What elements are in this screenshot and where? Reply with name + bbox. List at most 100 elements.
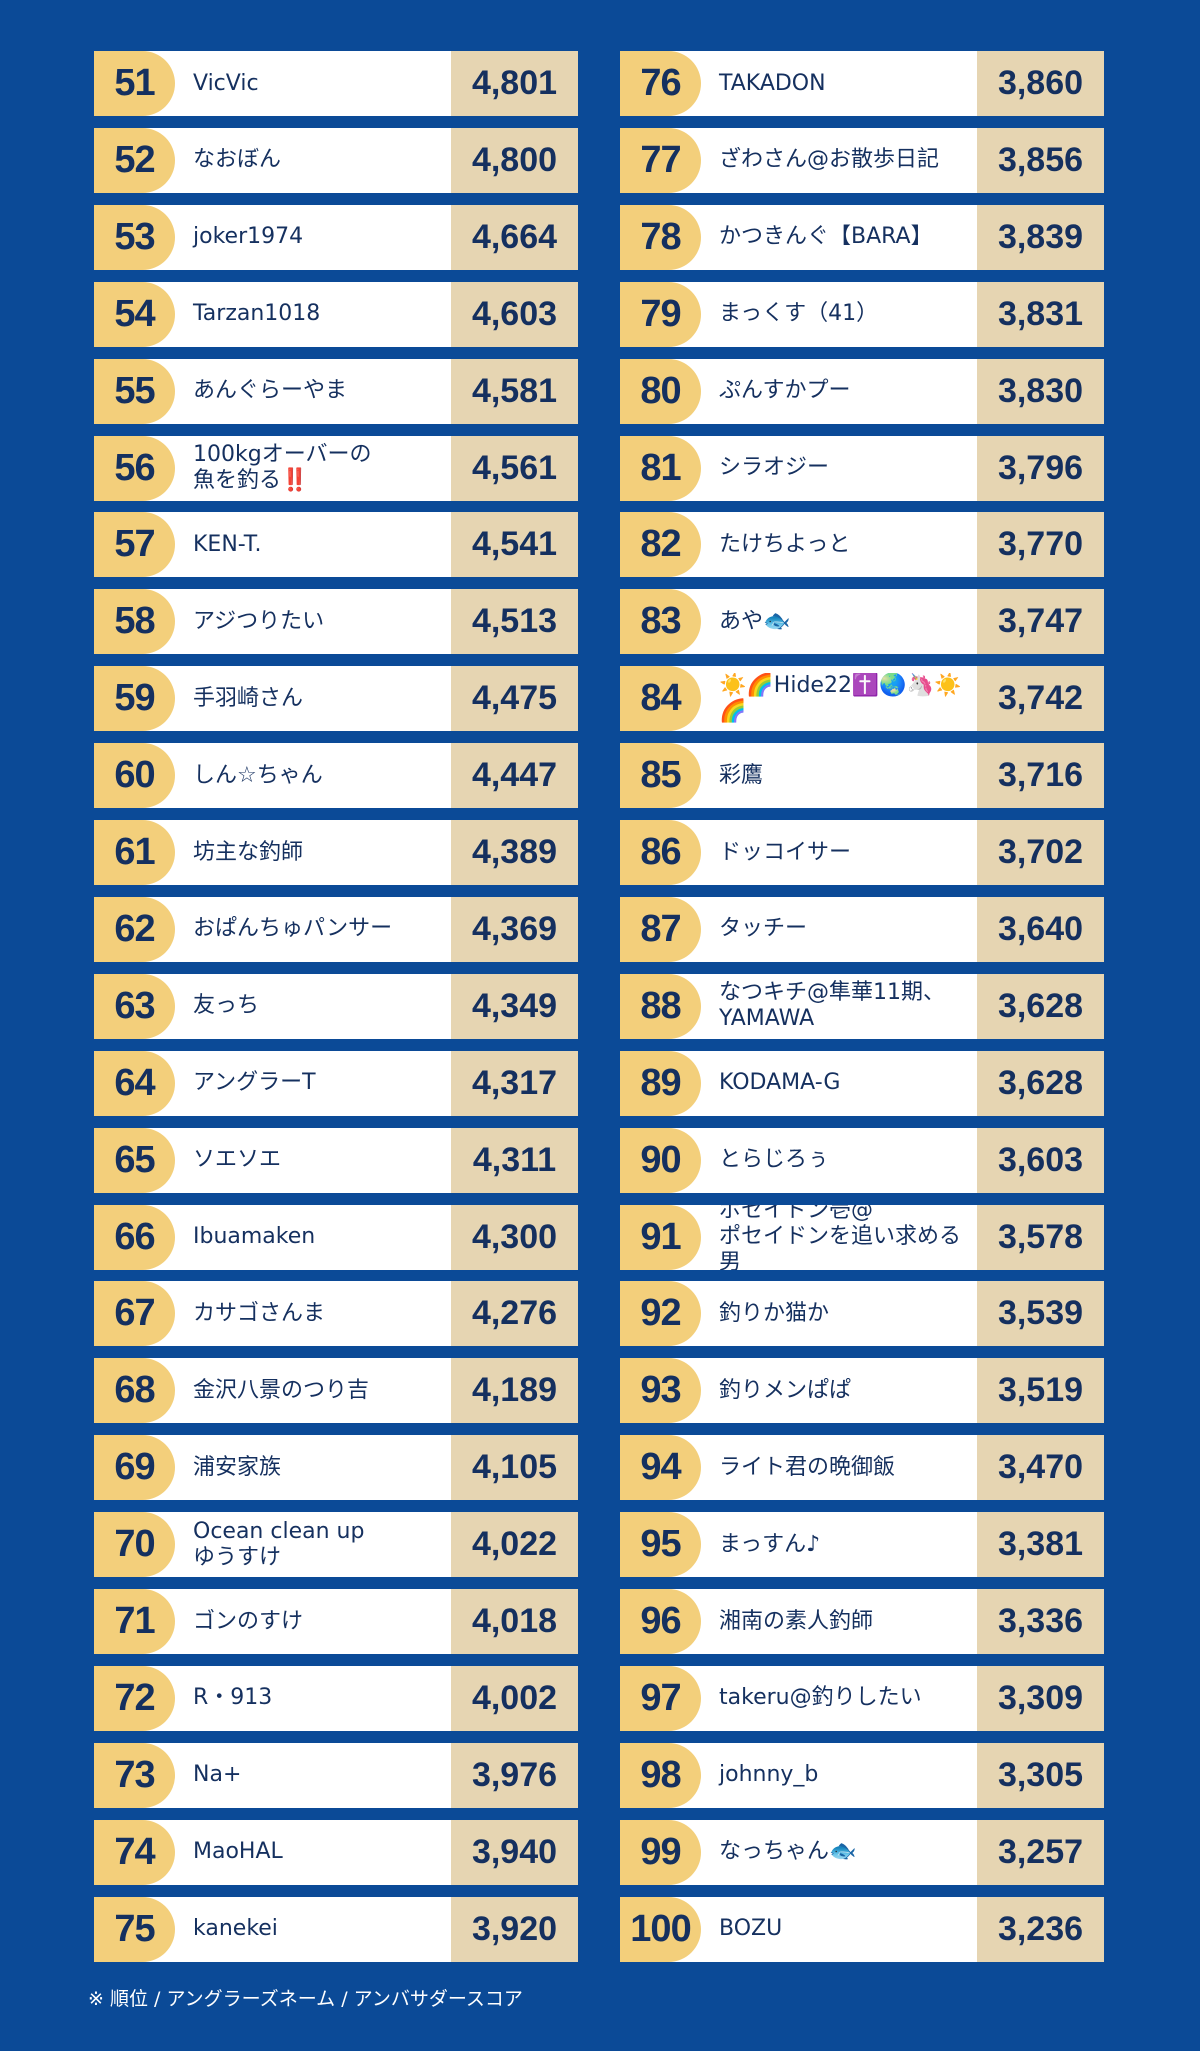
- score: 3,796: [977, 435, 1104, 501]
- angler-name: ソエソエ: [193, 1147, 282, 1173]
- angler-name: takeru@釣りしたい: [719, 1685, 922, 1711]
- ranking-row: 96 湘南の素人釣師 3,336: [620, 1589, 1104, 1654]
- angler-name: ゴンのすけ: [193, 1608, 304, 1634]
- ranking-row: 62 おぱんちゅパンサー 4,369: [94, 896, 578, 962]
- rank: 72: [94, 1665, 175, 1731]
- angler-name: 100kgオーバーの 魚を釣る‼️: [193, 442, 372, 493]
- angler-name: なっちゃん🐟: [719, 1839, 857, 1865]
- ranking-row: 70 Ocean clean up ゆうすけ 4,022: [94, 1512, 578, 1578]
- ranking-row: 74 MaoHAL 3,940: [94, 1819, 578, 1885]
- score: 3,839: [977, 204, 1104, 270]
- ranking-row: 53 joker1974 4,664: [94, 204, 578, 270]
- ranking-row: 94 ライト君の晩御飯 3,470: [620, 1435, 1104, 1501]
- score: 3,742: [977, 666, 1104, 732]
- score: 4,276: [451, 1281, 578, 1347]
- score: 4,800: [451, 127, 578, 193]
- angler-name: Ocean clean up ゆうすけ: [193, 1518, 365, 1570]
- angler-name: しん☆ちゃん: [193, 762, 323, 788]
- score: 3,831: [977, 281, 1104, 347]
- rank: 52: [94, 127, 175, 193]
- ranking-row: 98 johnny_b 3,305: [620, 1742, 1104, 1808]
- rank: 51: [94, 51, 175, 116]
- angler-name: KEN-T.: [193, 531, 262, 557]
- score: 4,300: [451, 1204, 578, 1270]
- rank: 95: [620, 1512, 701, 1578]
- ranking-row: 100 BOZU 3,236: [620, 1896, 1104, 1962]
- rank: 78: [620, 204, 701, 270]
- rank: 100: [620, 1896, 701, 1962]
- ranking-row: 68 金沢八景のつり吉 4,189: [94, 1358, 578, 1424]
- angler-name: 釣りメンぱぱ: [719, 1377, 852, 1403]
- ranking-row: 65 ソエソエ 4,311: [94, 1127, 578, 1193]
- score: 3,716: [977, 743, 1104, 809]
- angler-name: 手羽崎さん: [193, 685, 304, 711]
- rank: 75: [94, 1896, 175, 1962]
- rank: 90: [620, 1127, 701, 1193]
- angler-name: タッチー: [719, 916, 808, 942]
- score: 3,770: [977, 512, 1104, 578]
- ranking-row: 88 なつキチ@隼華11期、 YAMAWA 3,628: [620, 973, 1104, 1039]
- angler-name: VicVic: [193, 70, 259, 96]
- rank: 77: [620, 127, 701, 193]
- ranking-row: 59 手羽崎さん 4,475: [94, 666, 578, 732]
- score: 4,022: [451, 1512, 578, 1578]
- angler-name: たけちよっと: [719, 531, 851, 557]
- angler-name: おぱんちゅパンサー: [193, 916, 393, 942]
- angler-name: Na+: [193, 1762, 242, 1788]
- rank: 70: [94, 1512, 175, 1578]
- score: 4,664: [451, 204, 578, 270]
- rank: 87: [620, 896, 701, 962]
- angler-name: アジつりたい: [193, 608, 325, 634]
- angler-name: シラオジー: [719, 455, 830, 480]
- angler-name: ざわさん@お散歩日記: [719, 147, 940, 173]
- rank: 92: [620, 1281, 701, 1347]
- score: 4,002: [451, 1665, 578, 1731]
- rank: 71: [94, 1589, 175, 1654]
- rank: 63: [94, 973, 175, 1039]
- ranking-row: 80 ぷんすかプー 3,830: [620, 358, 1104, 424]
- ranking-row: 55 あんぐらーやま 4,581: [94, 358, 578, 424]
- angler-name: 湘南の素人釣師: [719, 1608, 874, 1634]
- ranking-row: 85 彩鷹 3,716: [620, 743, 1104, 809]
- angler-name: ぷんすかプー: [719, 378, 851, 404]
- ranking-row: 99 なっちゃん🐟 3,257: [620, 1819, 1104, 1885]
- rank: 60: [94, 743, 175, 809]
- ranking-row: 86 ドッコイサー 3,702: [620, 820, 1104, 885]
- rank: 55: [94, 358, 175, 424]
- angler-name: R・913: [193, 1685, 273, 1711]
- rank: 97: [620, 1665, 701, 1731]
- score: 3,257: [977, 1819, 1104, 1885]
- rank: 56: [94, 435, 175, 501]
- rank: 59: [94, 666, 175, 732]
- angler-name: カサゴさんま: [193, 1300, 326, 1326]
- rank: 88: [620, 973, 701, 1039]
- rank: 53: [94, 204, 175, 270]
- ranking-row: 93 釣りメンぱぱ 3,519: [620, 1358, 1104, 1424]
- ranking-row: 92 釣りか猫か 3,539: [620, 1281, 1104, 1347]
- angler-name: ライト君の晩御飯: [719, 1454, 896, 1480]
- score: 3,747: [977, 589, 1104, 655]
- angler-name: アングラーT: [193, 1070, 316, 1096]
- ranking-row: 90 とらじろぅ 3,603: [620, 1127, 1104, 1193]
- score: 3,519: [977, 1358, 1104, 1424]
- angler-name: ポセイドン壱@ ポセイドンを追い求める男: [719, 1204, 962, 1270]
- rank: 61: [94, 820, 175, 885]
- angler-name: 坊主な釣師: [193, 839, 304, 865]
- angler-name: 金沢八景のつり吉: [193, 1377, 370, 1403]
- angler-name: なつキチ@隼華11期、 YAMAWA: [719, 980, 945, 1032]
- angler-name: Tarzan1018: [193, 301, 321, 327]
- score: 3,578: [977, 1204, 1104, 1270]
- score: 3,236: [977, 1896, 1104, 1962]
- rank: 99: [620, 1819, 701, 1885]
- ranking-row: 83 あや🐟 3,747: [620, 589, 1104, 655]
- angler-name: TAKADON: [719, 70, 826, 96]
- ranking-row: 60 しん☆ちゃん 4,447: [94, 743, 578, 809]
- angler-name: ☀️🌈Hide22✝️🌏🦄☀️🌈: [719, 672, 962, 724]
- score: 3,860: [977, 51, 1104, 116]
- rank: 65: [94, 1127, 175, 1193]
- ranking-row: 71 ゴンのすけ 4,018: [94, 1589, 578, 1654]
- score: 4,561: [451, 435, 578, 501]
- ranking-row: 91 ポセイドン壱@ ポセイドンを追い求める男 3,578: [620, 1204, 1104, 1270]
- ranking-row: 84 ☀️🌈Hide22✝️🌏🦄☀️🌈 3,742: [620, 666, 1104, 732]
- ranking-row: 89 KODAMA-G 3,628: [620, 1050, 1104, 1116]
